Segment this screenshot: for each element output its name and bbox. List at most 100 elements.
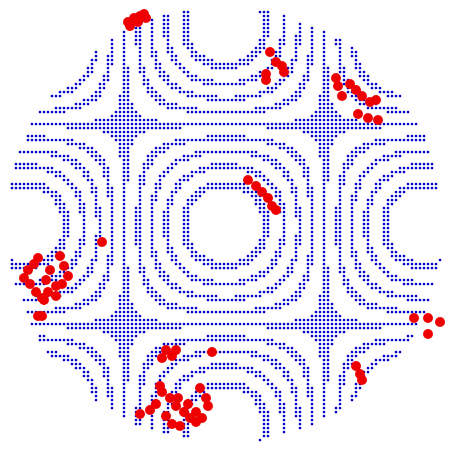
blue-dot	[222, 182, 226, 186]
blue-dot	[434, 182, 438, 186]
blue-dot	[322, 134, 326, 138]
blue-dot	[82, 78, 86, 82]
blue-dot	[286, 170, 290, 174]
blue-dot	[250, 94, 254, 98]
blue-dot	[110, 230, 114, 234]
blue-dot	[178, 322, 182, 326]
blue-dot	[218, 382, 222, 386]
blue-dot	[122, 34, 126, 38]
blue-dot	[190, 322, 194, 326]
blue-dot	[94, 326, 98, 330]
blue-dot	[266, 142, 270, 146]
blue-dot	[278, 362, 282, 366]
red-dot	[161, 411, 171, 421]
blue-dot	[326, 346, 330, 350]
blue-dot	[166, 126, 170, 130]
blue-dot	[326, 114, 330, 118]
blue-dot	[394, 122, 398, 126]
blue-dot	[206, 258, 210, 262]
blue-dot	[246, 58, 250, 62]
blue-dot	[274, 302, 278, 306]
blue-dot	[214, 186, 218, 190]
blue-dot	[202, 258, 206, 262]
blue-dot	[302, 130, 306, 134]
blue-dot	[182, 378, 186, 382]
blue-dot	[422, 166, 426, 170]
blue-dot	[270, 138, 274, 142]
blue-dot	[150, 242, 154, 246]
blue-dot	[74, 258, 78, 262]
blue-dot	[326, 358, 330, 362]
blue-dot	[170, 82, 174, 86]
blue-dot	[298, 414, 302, 418]
blue-dot	[70, 286, 74, 290]
blue-dot	[158, 274, 162, 278]
blue-dot	[378, 322, 382, 326]
blue-dot	[142, 266, 146, 270]
blue-dot	[270, 142, 274, 146]
blue-dot	[338, 394, 342, 398]
blue-dot	[94, 150, 98, 154]
blue-dot	[402, 122, 406, 126]
blue-dot	[102, 282, 106, 286]
blue-dot	[162, 122, 166, 126]
blue-dot	[242, 294, 246, 298]
blue-dot	[82, 102, 86, 106]
blue-dot	[162, 274, 166, 278]
blue-dot	[206, 62, 210, 66]
blue-dot	[110, 190, 114, 194]
blue-dot	[398, 258, 402, 262]
blue-dot	[138, 266, 142, 270]
blue-dot	[130, 126, 134, 130]
blue-dot	[190, 94, 194, 98]
blue-dot	[158, 74, 162, 78]
blue-dot	[270, 322, 274, 326]
blue-dot	[182, 218, 186, 222]
blue-dot	[90, 346, 94, 350]
blue-dot	[58, 246, 62, 250]
blue-dot	[306, 66, 310, 70]
blue-dot	[374, 262, 378, 266]
blue-dot	[286, 302, 290, 306]
blue-dot	[98, 286, 102, 290]
blue-dot	[162, 78, 166, 82]
blue-dot	[106, 370, 110, 374]
red-dot	[45, 265, 55, 275]
blue-dot	[174, 54, 178, 58]
blue-dot	[230, 262, 234, 266]
blue-dot	[406, 258, 410, 262]
blue-dot	[302, 330, 306, 334]
blue-dot	[290, 262, 294, 266]
blue-dot	[166, 166, 170, 170]
blue-dot	[142, 378, 146, 382]
blue-dot	[198, 166, 202, 170]
blue-dot	[74, 342, 78, 346]
blue-dot	[186, 30, 190, 34]
blue-dot	[322, 298, 326, 302]
blue-dot	[322, 174, 326, 178]
blue-dot	[374, 358, 378, 362]
blue-dot	[82, 174, 86, 178]
blue-dot	[206, 186, 210, 190]
blue-dot	[222, 162, 226, 166]
blue-dot	[86, 122, 90, 126]
blue-dot	[94, 94, 98, 98]
blue-dot	[50, 138, 54, 142]
blue-dot	[54, 138, 58, 142]
blue-dot	[166, 82, 170, 86]
blue-dot	[394, 190, 398, 194]
blue-dot	[106, 278, 110, 282]
blue-dot	[406, 110, 410, 114]
blue-dot	[186, 322, 190, 326]
blue-dot	[294, 390, 298, 394]
blue-dot	[78, 366, 82, 370]
blue-dot	[366, 126, 370, 130]
blue-dot	[430, 182, 434, 186]
blue-dot	[106, 318, 110, 322]
blue-dot	[326, 350, 330, 354]
blue-dot	[266, 14, 270, 18]
blue-dot	[394, 354, 398, 358]
blue-dot	[326, 146, 330, 150]
blue-dot	[86, 70, 90, 74]
blue-dot	[114, 130, 118, 134]
